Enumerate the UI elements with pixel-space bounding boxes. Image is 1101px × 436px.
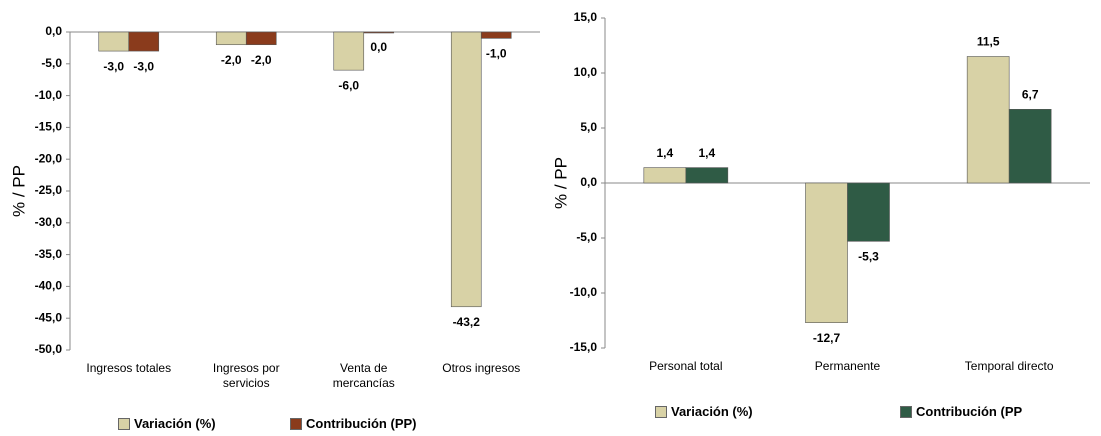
x-tick-label: Ingresos por servicios xyxy=(212,361,280,390)
bar xyxy=(215,31,247,46)
value-label: 1,4 xyxy=(698,146,715,160)
bar xyxy=(333,31,365,71)
value-label: 0,0 xyxy=(370,40,387,54)
legend-label: Contribución (PP xyxy=(916,404,1023,419)
bar xyxy=(966,56,1010,184)
legend-entry: Variación (%) xyxy=(118,416,216,431)
bar xyxy=(128,31,160,52)
legend-label: Contribución (PP) xyxy=(306,416,417,431)
y-tick-label: -5,0 xyxy=(576,230,597,244)
legend-swatch xyxy=(655,405,667,418)
y-tick-label: -40,0 xyxy=(35,279,63,293)
bar xyxy=(450,31,482,308)
y-tick-label: 15,0 xyxy=(574,10,598,24)
value-label: -12,7 xyxy=(813,331,841,345)
x-tick-label: Personal total xyxy=(649,359,723,373)
y-tick-label: -35,0 xyxy=(35,247,63,261)
x-tick-label: Venta de mercancías xyxy=(332,361,395,390)
y-tick-label: -45,0 xyxy=(35,310,63,324)
bar xyxy=(98,31,130,52)
legend-label: Variación (%) xyxy=(134,416,216,431)
value-label: 11,5 xyxy=(977,35,1000,49)
bar xyxy=(847,182,890,242)
bar xyxy=(805,182,848,323)
legend-entry: Variación (%) xyxy=(655,404,753,419)
legend-swatch xyxy=(118,417,130,430)
y-tick-label: 0,0 xyxy=(45,24,62,38)
legend-swatch xyxy=(290,417,302,430)
value-label: -1,0 xyxy=(486,47,507,61)
y-tick-label: -20,0 xyxy=(35,151,63,165)
x-tick-label: Otros ingresos xyxy=(442,361,521,375)
y-tick-label: 5,0 xyxy=(580,120,597,134)
value-label: -6,0 xyxy=(338,78,359,92)
y-axis-label: % / PP xyxy=(9,165,28,217)
y-tick-label: 0,0 xyxy=(580,175,597,189)
legend-entry: Contribución (PP) xyxy=(290,416,417,431)
value-label: -43,2 xyxy=(453,315,481,329)
y-tick-label: -5,0 xyxy=(41,56,62,70)
x-tick-label: Temporal directo xyxy=(964,359,1054,373)
y-tick-label: -15,0 xyxy=(570,340,598,354)
legend-label: Variación (%) xyxy=(671,404,753,419)
x-tick-label: Ingresos totales xyxy=(86,361,172,375)
value-label: 1,4 xyxy=(656,146,673,160)
value-label: -3,0 xyxy=(133,59,154,73)
y-tick-label: -10,0 xyxy=(35,88,63,102)
bar xyxy=(245,31,277,46)
bar xyxy=(480,31,512,39)
value-label: -5,3 xyxy=(858,249,879,263)
legend-swatch xyxy=(900,405,912,418)
bar xyxy=(685,167,729,184)
value-label: -2,0 xyxy=(251,53,272,67)
bar xyxy=(1008,109,1052,184)
x-tick-label: Permanente xyxy=(814,359,881,373)
value-label: 6,7 xyxy=(1022,87,1039,101)
y-tick-label: -50,0 xyxy=(35,342,63,356)
y-tick-label: -30,0 xyxy=(35,215,63,229)
legend-entry: Contribución (PP xyxy=(900,404,1022,419)
y-tick-label: -15,0 xyxy=(35,120,63,134)
value-label: -3,0 xyxy=(103,59,124,73)
bar xyxy=(643,167,687,184)
y-tick-label: 10,0 xyxy=(574,65,598,79)
bar xyxy=(363,31,395,34)
y-tick-label: -10,0 xyxy=(570,285,598,299)
y-tick-label: -25,0 xyxy=(35,183,63,197)
y-axis-label: % / PP xyxy=(551,157,570,209)
value-label: -2,0 xyxy=(221,53,242,67)
